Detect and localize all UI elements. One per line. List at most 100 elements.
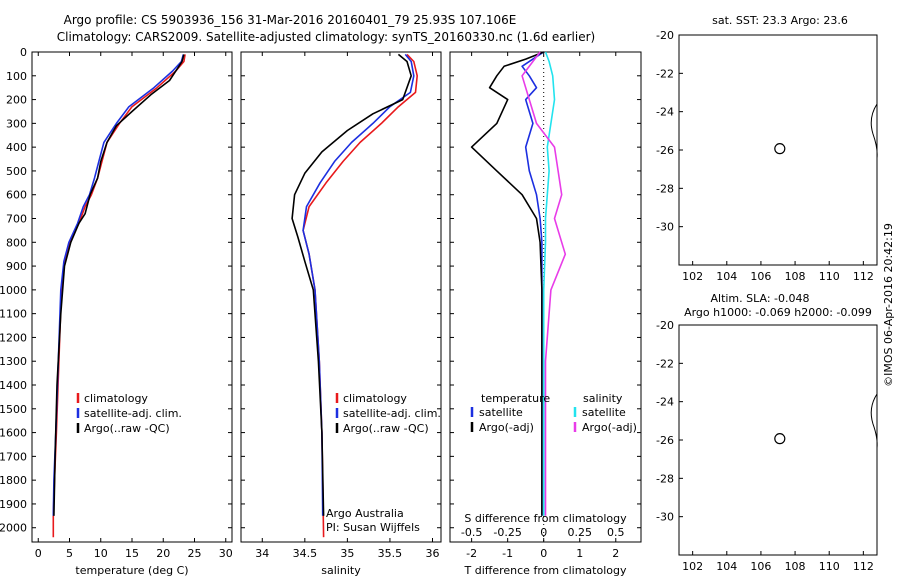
lat-tick-label: -20 <box>656 319 674 332</box>
legend-label: satellite <box>582 406 626 419</box>
map-frame <box>678 34 878 266</box>
map-subtitle: Argo h1000: -0.069 h2000: -0.099 <box>684 306 872 319</box>
lon-tick-label: 104 <box>716 270 737 283</box>
lon-tick-label: 102 <box>682 270 703 283</box>
x-tick-label: 35.5 <box>378 547 403 560</box>
x-axis-label: temperature (deg C) <box>75 564 188 577</box>
argo-location-marker <box>774 433 786 445</box>
depth-tick-label: 2000 <box>0 522 27 535</box>
plot-frame <box>31 51 233 543</box>
secondary-tick-label: -0.25 <box>493 526 521 539</box>
depth-tick-label: 1200 <box>0 331 27 344</box>
series-line-1 <box>302 53 415 516</box>
lat-tick-label: -28 <box>656 182 674 195</box>
depth-tick-label: 1000 <box>0 284 27 297</box>
x-tick-label: 10 <box>94 547 108 560</box>
lon-tick-label: 106 <box>750 560 771 573</box>
legend-label: satellite <box>479 406 523 419</box>
lon-tick-label: 110 <box>819 560 840 573</box>
secondary-tick-label: 0.5 <box>607 526 625 539</box>
x-tick-label: 34.5 <box>293 547 318 560</box>
x-tick-label: 15 <box>125 547 139 560</box>
x-tick-label: 0 <box>35 547 42 560</box>
sla-map-panel: 102 104 106 108 110 112 -20 -22 -24 -26 -28 -30 Alti… <box>656 292 878 573</box>
legend-label: climatology <box>84 392 148 405</box>
depth-tick-label: 1100 <box>0 308 27 321</box>
series-line-3 <box>521 51 567 516</box>
x-tick-label: 35 <box>340 547 354 560</box>
coastline <box>870 393 878 449</box>
series-line-1 <box>470 51 544 516</box>
lat-tick-label: -26 <box>656 434 674 447</box>
map-title: sat. SST: 23.3 Argo: 23.6 <box>712 14 848 27</box>
x-tick-label: 30 <box>219 547 233 560</box>
x-tick-label: 2 <box>612 547 619 560</box>
lon-tick-label: 108 <box>785 270 806 283</box>
lon-tick-label: 112 <box>853 270 874 283</box>
secondary-tick-label: 0 <box>540 526 547 539</box>
x-tick-label: 1 <box>576 547 583 560</box>
lat-tick-label: -20 <box>656 29 674 42</box>
depth-tick-label: 1500 <box>0 403 27 416</box>
legend-label: Argo(..raw -QC) <box>84 422 170 435</box>
depth-tick-label: 1400 <box>0 379 27 392</box>
argo-location-marker <box>774 143 786 155</box>
sst-map-panel: 102 104 106 108 110 112 -20 -22 -24 -26 -28 -30 sat.… <box>656 14 878 283</box>
lat-tick-label: -30 <box>656 221 674 234</box>
x-tick-label: 5 <box>66 547 73 560</box>
difference-profile-panel: -2 -1 0 1 2 -0.5 -0.25 0 0.25 0.5S difference fro… <box>449 51 642 577</box>
legend-label: Argo(-adj) <box>479 421 534 434</box>
x-tick-label: 20 <box>156 547 170 560</box>
depth-tick-label: 900 <box>6 260 27 273</box>
depth-tick-label: 600 <box>6 189 27 202</box>
x-tick-label: 34 <box>255 547 269 560</box>
depth-tick-label: 200 <box>6 94 27 107</box>
series-line-2 <box>53 54 185 516</box>
lon-tick-label: 106 <box>750 270 771 283</box>
legend-label: satellite-adj. clim. <box>84 407 182 420</box>
x-tick-label: -1 <box>502 547 513 560</box>
lat-tick-label: -22 <box>656 67 674 80</box>
lat-tick-label: -24 <box>656 106 674 119</box>
lon-tick-label: 110 <box>819 270 840 283</box>
secondary-tick-label: -0.5 <box>461 526 482 539</box>
lat-tick-label: -28 <box>656 472 674 485</box>
depth-tick-label: 0 <box>20 46 27 59</box>
depth-tick-label: 100 <box>6 70 27 83</box>
depth-tick-label: 400 <box>6 141 27 154</box>
coastline <box>870 103 878 159</box>
depth-tick-label: 1700 <box>0 450 27 463</box>
depth-tick-label: 1800 <box>0 474 27 487</box>
figure-title-line2: Climatology: CARS2009. Satellite-adjuste… <box>57 30 595 44</box>
x-tick-label: 25 <box>188 547 202 560</box>
annotation-line: Argo Australia <box>326 507 404 520</box>
lon-tick-label: 104 <box>716 560 737 573</box>
annotation-line: PI: Susan Wijffels <box>326 521 420 534</box>
depth-tick-label: 1900 <box>0 498 27 511</box>
lat-tick-label: -26 <box>656 144 674 157</box>
plot-frame <box>240 51 442 543</box>
legend-label: salinity <box>583 392 623 405</box>
x-tick-label: 0 <box>540 547 547 560</box>
lon-tick-label: 108 <box>785 560 806 573</box>
depth-tick-label: 1300 <box>0 355 27 368</box>
figure-title-line1: Argo profile: CS 5903936_156 31-Mar-2016… <box>64 13 517 27</box>
lon-tick-label: 102 <box>682 560 703 573</box>
depth-tick-label: 1600 <box>0 427 27 440</box>
x-tick-label: -2 <box>466 547 477 560</box>
series-line-2 <box>291 53 413 516</box>
x-axis-label: salinity <box>321 564 361 577</box>
secondary-tick-label: 0.25 <box>567 526 592 539</box>
legend-label: Argo(..raw -QC) <box>343 422 429 435</box>
x-axis-label: T difference from climatology <box>464 564 627 577</box>
lon-tick-label: 112 <box>853 560 874 573</box>
series-line-2 <box>542 51 556 516</box>
temperature-profile-panel: 0100200300400500600700800900100011001200… <box>0 46 233 577</box>
credit-label: ©IMOS 06-Apr-2016 20:42:19 <box>882 223 895 387</box>
lat-tick-label: -30 <box>656 511 674 524</box>
depth-tick-label: 700 <box>6 213 27 226</box>
salinity-profile-panel: 34 34.5 35 35.5 36 salinity climatology satelli… <box>240 51 442 577</box>
secondary-axis-label: S difference from climatology <box>464 512 627 525</box>
lat-tick-label: -22 <box>656 357 674 370</box>
